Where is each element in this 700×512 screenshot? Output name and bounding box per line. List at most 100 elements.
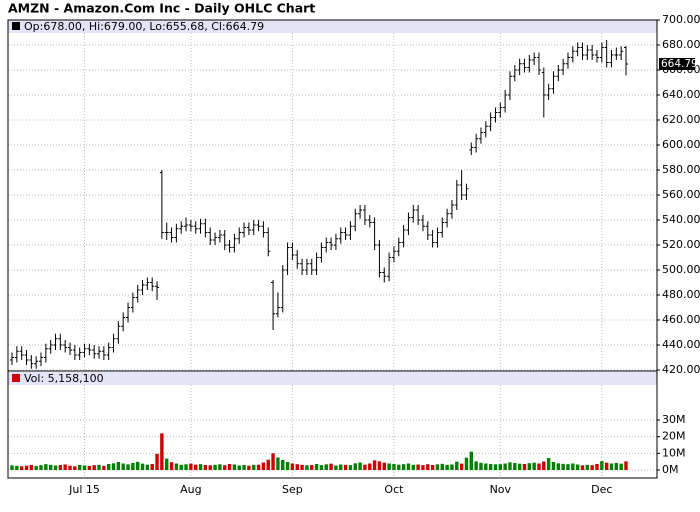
- volume-bar: [619, 463, 623, 470]
- volume-bar: [174, 463, 179, 470]
- volume-frame: [7, 370, 658, 479]
- y-tick-label: 540.00: [662, 213, 700, 226]
- y-tick-label: 440.00: [662, 338, 700, 351]
- volume-bar: [19, 466, 24, 470]
- legend-swatch: [12, 22, 20, 30]
- volume-bar: [334, 465, 338, 470]
- volume-bar: [377, 461, 382, 470]
- volume-bar: [561, 463, 565, 470]
- volume-bar: [310, 465, 314, 470]
- volume-bar: [459, 463, 464, 470]
- volume-bar: [145, 464, 150, 470]
- volume-bar: [232, 464, 237, 470]
- volume-bar: [97, 464, 101, 470]
- volume-bar: [87, 466, 92, 470]
- volume-bar: [464, 457, 469, 470]
- volume-bar: [261, 462, 266, 470]
- volume-bar: [397, 464, 401, 470]
- volume-bar: [29, 465, 34, 470]
- volume-bar: [585, 464, 590, 470]
- volume-bar: [305, 465, 309, 470]
- y-tick-label: 20M: [662, 430, 686, 443]
- volume-header: [8, 372, 657, 385]
- volume-bar: [63, 464, 67, 470]
- volume-bar: [411, 464, 415, 470]
- legend: Op:678.00, Hi:679.00, Lo:655.68, Cl:664.…: [24, 20, 264, 33]
- volume-bar: [271, 453, 275, 470]
- volume-bar: [474, 461, 478, 470]
- volume-bar: [595, 464, 599, 470]
- volume-bar: [73, 466, 77, 470]
- y-tick-label: 460.00: [662, 313, 700, 326]
- volume-bar: [150, 464, 154, 470]
- volume-bar: [556, 463, 561, 470]
- y-tick-label: 420.00: [662, 363, 700, 376]
- volume-bar: [39, 465, 43, 470]
- volume-bar: [266, 459, 270, 470]
- volume-bar: [416, 464, 420, 470]
- volume-bar: [469, 451, 473, 470]
- volume-bar: [590, 465, 594, 470]
- volume-bar: [102, 465, 106, 470]
- volume-bar: [575, 464, 580, 470]
- volume-bar: [382, 462, 386, 470]
- volume-bar: [77, 465, 82, 470]
- volume-legend: Vol: 5,158,100: [24, 372, 104, 385]
- y-tick-label: 700.00: [662, 13, 700, 26]
- volume-bar: [614, 463, 619, 470]
- volume-bar: [319, 465, 324, 470]
- volume-bar: [116, 462, 121, 470]
- volume-bar: [44, 464, 48, 470]
- volume-bar: [160, 433, 164, 470]
- volume-bar: [111, 463, 116, 470]
- volume-bar: [208, 465, 212, 470]
- volume-bar: [604, 462, 609, 470]
- y-tick-label: 480.00: [662, 288, 700, 301]
- volume-bar: [580, 465, 585, 470]
- x-tick-label: Sep: [282, 483, 303, 496]
- volume-bar: [609, 463, 614, 470]
- volume-bar: [256, 464, 261, 470]
- volume-bar: [58, 465, 63, 470]
- volume-bar: [92, 465, 96, 470]
- volume-bar: [131, 463, 135, 470]
- volume-swatch: [12, 374, 20, 382]
- x-tick-label: Oct: [384, 483, 404, 496]
- volume-bar: [252, 464, 256, 470]
- volume-bar: [15, 465, 19, 470]
- volume-bar: [421, 465, 425, 470]
- last-price-label: 664.79: [661, 58, 698, 70]
- volume-bar: [551, 462, 556, 470]
- volume-bar: [136, 461, 140, 470]
- volume-bar: [363, 464, 367, 470]
- volume-bar: [488, 464, 493, 470]
- volume-bar: [387, 463, 391, 470]
- price-header: [8, 20, 657, 33]
- volume-bar: [169, 462, 174, 470]
- volume-bar: [314, 464, 319, 470]
- volume-bar: [290, 463, 295, 470]
- volume-bar: [189, 463, 193, 470]
- y-tick-label: 10M: [662, 446, 686, 459]
- volume-bar: [53, 465, 58, 470]
- y-tick-label: 620.00: [662, 113, 700, 126]
- volume-bar: [368, 463, 372, 470]
- volume-bar: [140, 463, 145, 470]
- volume-bar: [445, 464, 449, 470]
- chart-title: AMZN - Amazon.Com Inc - Daily OHLC Chart: [8, 1, 315, 16]
- volume-bar: [285, 462, 290, 470]
- volume-bar: [498, 464, 502, 470]
- y-tick-label: 600.00: [662, 138, 700, 151]
- volume-bar: [34, 466, 38, 470]
- volume-bar: [339, 464, 343, 470]
- y-tick-label: 680.00: [662, 38, 700, 51]
- volume-bar: [324, 464, 328, 470]
- volume-bar: [503, 463, 507, 470]
- volume-bar: [513, 463, 517, 470]
- volume-bar: [537, 463, 541, 470]
- volume-bar: [247, 465, 251, 470]
- volume-bar: [401, 464, 406, 470]
- volume-bar: [194, 464, 198, 470]
- volume-bar: [121, 463, 125, 470]
- x-tick-label: Nov: [490, 483, 512, 496]
